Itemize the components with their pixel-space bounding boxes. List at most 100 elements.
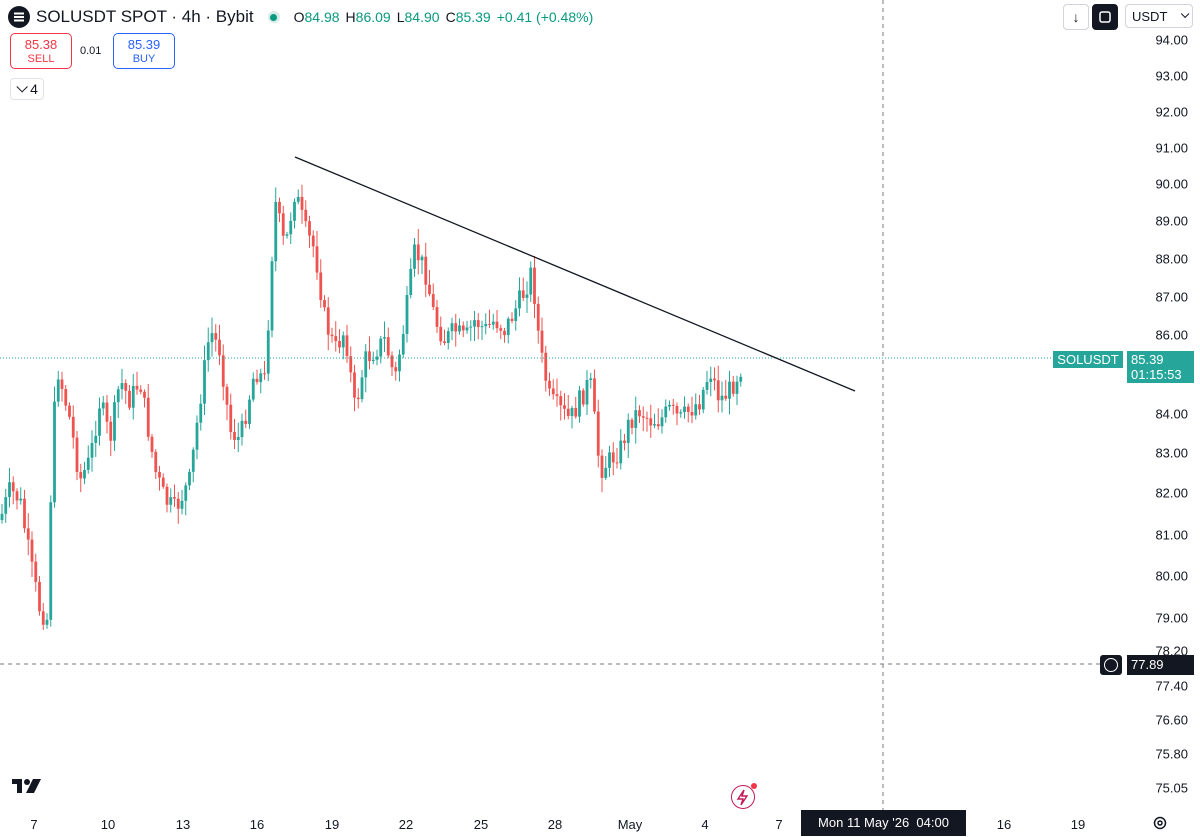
chevron-down-icon <box>16 81 28 93</box>
candle-body <box>364 351 368 378</box>
candle-body <box>413 244 416 269</box>
candle-body <box>420 256 424 261</box>
candle-body <box>386 337 390 356</box>
candle-body <box>510 318 514 321</box>
candle-body <box>296 196 300 202</box>
candle-body <box>131 385 135 408</box>
candle-body <box>398 354 401 372</box>
price-tick-label: 86.00 <box>1155 327 1188 343</box>
candle-body <box>484 323 488 327</box>
candle-body <box>551 388 555 395</box>
gear-icon[interactable] <box>1152 815 1168 831</box>
candle-body <box>184 485 188 501</box>
candle-body <box>660 417 664 427</box>
candle-body <box>360 377 364 400</box>
price-tick-label: 83.00 <box>1155 445 1188 461</box>
candle-body <box>244 420 248 424</box>
currency-select[interactable]: USDT <box>1125 4 1193 28</box>
indicator-count: 4 <box>30 81 38 97</box>
solana-logo-icon <box>8 6 30 28</box>
candle-body <box>499 328 503 331</box>
candle-body <box>293 201 296 221</box>
candle-body <box>578 390 581 417</box>
candle-body <box>304 209 308 222</box>
last-price-tag: 85.39 01:15:53 <box>1127 351 1194 383</box>
candle-body <box>0 513 4 520</box>
candle-body <box>458 325 461 332</box>
candle-body <box>698 404 701 410</box>
candle-body <box>690 411 694 416</box>
candle-body <box>188 471 191 486</box>
candle-body <box>570 407 574 416</box>
candle-body <box>596 411 600 456</box>
download-button[interactable]: ↓ <box>1063 4 1089 30</box>
open-label: O <box>293 9 305 25</box>
frame-icon <box>1099 11 1111 23</box>
candle-body <box>109 421 113 441</box>
price-tick-label: 93.00 <box>1155 68 1188 84</box>
candle-body <box>608 452 611 468</box>
candle-body <box>158 471 161 478</box>
candle-body <box>345 335 349 357</box>
price-tick-label: 78.20 <box>1155 643 1188 659</box>
candle-body <box>120 383 124 390</box>
candle-body <box>619 440 623 464</box>
time-tick-label: 7 <box>30 817 38 832</box>
trendline[interactable] <box>294 156 856 392</box>
candle-body <box>555 394 559 397</box>
add-alert-button[interactable] <box>1100 655 1122 675</box>
price-tick-label: 94.00 <box>1155 32 1188 48</box>
candle-body <box>675 405 679 414</box>
chevron-down-icon <box>1180 9 1190 19</box>
buy-button[interactable]: 85.39 BUY <box>113 33 175 69</box>
time-tick-label: 16 <box>996 817 1012 832</box>
candle-body <box>281 213 285 236</box>
candle-body <box>615 462 619 464</box>
candle-body <box>525 294 529 298</box>
candle-body <box>135 385 139 390</box>
candle-body <box>664 406 668 418</box>
time-tick-label: 25 <box>473 817 489 832</box>
candle-body <box>649 418 653 426</box>
candle-body <box>559 396 563 406</box>
candle-body <box>191 449 195 472</box>
candle-body <box>165 486 169 505</box>
low-value: 84.90 <box>404 9 440 25</box>
candle-body <box>23 498 26 529</box>
sell-button[interactable]: 85.38 SELL <box>10 33 72 69</box>
candle-body <box>323 300 326 308</box>
candle-body <box>416 244 420 261</box>
candle-body <box>49 502 53 620</box>
candle-body <box>409 268 413 296</box>
candle-body <box>431 294 435 308</box>
price-tick-label: 75.80 <box>1155 746 1188 762</box>
sell-label: SELL <box>27 53 55 65</box>
candle-body <box>341 335 345 348</box>
candle-body <box>694 404 698 416</box>
candle-body <box>225 386 229 405</box>
candle-body <box>379 338 383 357</box>
candle-body <box>64 388 68 406</box>
candle-body <box>285 234 289 236</box>
candle-body <box>476 320 480 328</box>
candle-body <box>334 336 338 342</box>
indicators-toggle[interactable]: 4 <box>10 78 44 100</box>
auto-scale-button[interactable] <box>1092 4 1118 30</box>
candle-body <box>533 267 536 304</box>
candle-body <box>315 246 319 273</box>
candle-body <box>128 390 131 408</box>
candle-body <box>653 424 656 426</box>
candle-body <box>473 320 476 327</box>
candle-body <box>491 321 495 325</box>
candle-body <box>611 452 615 463</box>
candle-body <box>536 303 540 331</box>
lightning-icon[interactable] <box>731 783 757 809</box>
symbol-title[interactable]: SOLUSDT SPOT · 4h · Bybit <box>36 7 254 26</box>
candle-body <box>319 272 323 301</box>
candle-body <box>641 416 645 418</box>
candle-body <box>150 436 154 452</box>
candle-body <box>548 380 551 389</box>
candle-body <box>563 405 566 409</box>
